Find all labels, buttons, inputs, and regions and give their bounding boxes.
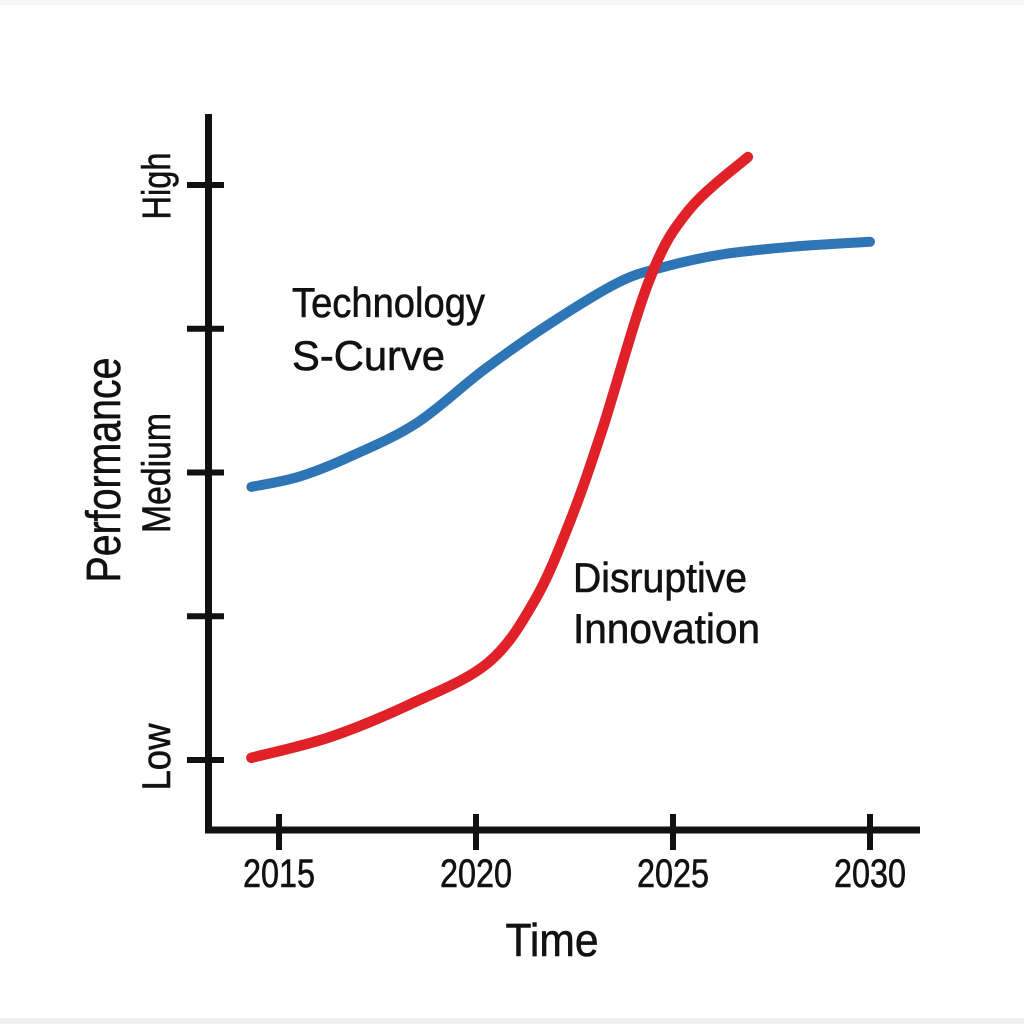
y-axis-title: Performance bbox=[78, 358, 131, 583]
bottom-edge-artifact bbox=[0, 1018, 1024, 1024]
y-tick-label-low: Low bbox=[135, 723, 179, 790]
x-tick-label-2015: 2015 bbox=[243, 852, 315, 896]
disruptive-innovation-label-line1: Disruptive bbox=[573, 554, 747, 601]
technology-s-curve-label-line1: Technology bbox=[292, 279, 485, 326]
x-axis-title: Time bbox=[506, 914, 599, 966]
disruptive-innovation-line bbox=[246, 151, 754, 764]
y-tick-label-high: High bbox=[135, 153, 179, 220]
x-tick-label-2025: 2025 bbox=[637, 852, 709, 896]
disruptive-innovation-label-line2: Innovation bbox=[573, 605, 760, 652]
x-tick-label-2030: 2030 bbox=[834, 852, 906, 896]
x-tick-label-2020: 2020 bbox=[440, 852, 512, 896]
y-tick-label-medium: Medium bbox=[135, 413, 179, 533]
top-edge-artifact bbox=[0, 0, 1024, 5]
technology-s-curve-line bbox=[246, 236, 875, 492]
technology-s-curve-label-line2: S-Curve bbox=[292, 332, 445, 379]
